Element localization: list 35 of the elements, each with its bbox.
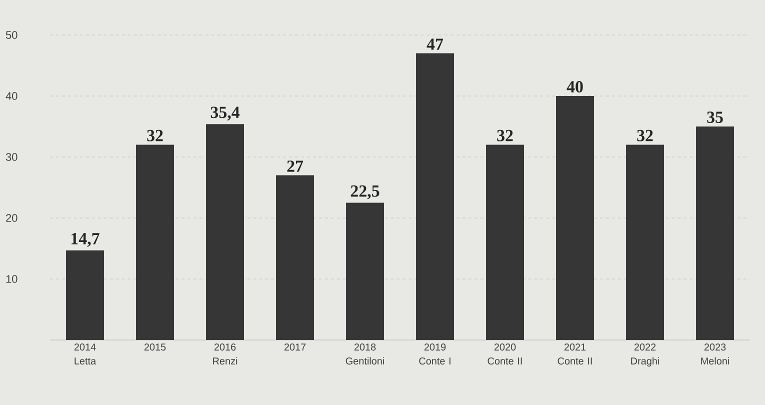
bar (486, 144, 524, 340)
x-tick-label: 2014 Letta (74, 344, 96, 365)
bar (276, 175, 314, 340)
data-label: 47 (426, 38, 444, 50)
y-tick-label: 20 (6, 214, 18, 222)
y-tick-label: 30 (6, 153, 18, 161)
x-tick-label: 2022 Draghi (631, 344, 660, 366)
data-label: 27 (287, 160, 304, 172)
bar (206, 124, 244, 340)
bar (626, 144, 664, 340)
y-tick-label: 10 (6, 275, 18, 283)
x-tick-label: 2017 (284, 344, 306, 351)
bar (416, 53, 454, 340)
x-tick-label: 2020 Conte II (488, 344, 522, 365)
x-tick-label: 2021 Conte II (558, 344, 592, 365)
y-tick-label: 50 (6, 31, 18, 39)
bar (136, 144, 174, 340)
data-label: 32 (147, 130, 163, 142)
bar (66, 250, 104, 340)
bar (556, 96, 594, 340)
data-label: 32 (497, 130, 513, 142)
x-tick-label: 2016 Renzi (213, 344, 238, 365)
data-label: 14,7 (72, 233, 100, 247)
x-tick-label: 2015 (144, 344, 166, 351)
x-tick-label: 2023 Meloni (701, 344, 730, 365)
data-label: 40 (566, 81, 583, 92)
x-tick-label: 2018 Gentiloni (346, 344, 384, 365)
data-label: 35,4 (210, 106, 240, 121)
data-label: 35 (707, 112, 723, 123)
data-label: 32 (637, 130, 653, 142)
data-label: 22,5 (350, 185, 380, 200)
y-tick-label: 40 (6, 92, 18, 100)
x-tick-label: 2019 Conte I (419, 344, 450, 365)
bar (696, 126, 734, 340)
bar (346, 202, 384, 340)
